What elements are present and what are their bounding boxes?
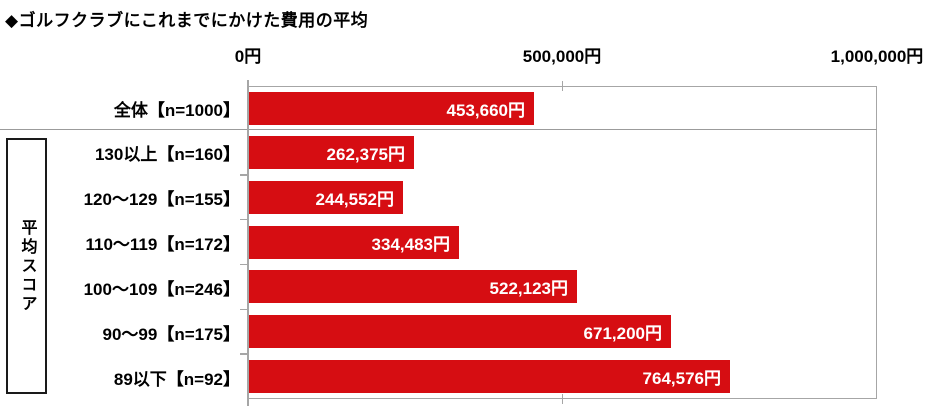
bar: 764,576円 [249,360,730,394]
bar: 262,375円 [249,135,414,169]
category-label: 全体【n=1000】 [113,101,240,120]
bar-value-label: 671,200円 [583,324,662,344]
category-label: 90〜99【n=175】 [102,324,241,344]
x-axis-tick-mark-bottom [561,394,563,404]
bar-value-label: 244,552円 [315,189,394,209]
y-axis-tick-mark [240,174,248,176]
category-label: 89以下【n=92】 [113,369,240,389]
category-label: 120〜129【n=155】 [83,190,240,210]
y-axis-tick-mark [240,308,248,311]
bar: 453,660円 [249,91,534,125]
chart-title: ◆ゴルフクラブにこれまでにかけた費用の平均 [5,11,369,30]
category-label: 100〜109【n=246】 [83,279,240,299]
bar-value-label: 453,660円 [446,100,525,120]
total-row-separator-line [0,129,877,130]
average-score-group-label: 平均スコア [18,218,36,314]
y-axis-line [247,80,249,406]
bar: 671,200円 [249,315,671,349]
bar-value-label: 522,123円 [489,279,568,299]
x-axis-tick-label-500000: 500,000円 [522,47,602,66]
average-score-group-box: 平均スコア [6,138,47,394]
bar-value-label: 334,483円 [371,234,450,254]
y-axis-tick-mark [240,263,248,266]
bar-value-label: 764,576円 [642,369,721,389]
x-axis-tick-label-0: 0円 [234,47,262,66]
y-axis-tick-mark [240,353,248,355]
x-axis-tick-mark-top [561,81,563,91]
bar: 334,483円 [249,225,459,259]
x-axis-tick-label-1000000: 1,000,000円 [830,47,924,66]
bar: 244,552円 [249,180,403,214]
bar: 522,123円 [249,270,577,304]
category-label: 110〜119【n=172】 [85,235,240,255]
category-label: 130以上【n=160】 [94,145,240,165]
bar-value-label: 262,375円 [326,144,405,164]
y-axis-tick-mark [240,218,248,221]
